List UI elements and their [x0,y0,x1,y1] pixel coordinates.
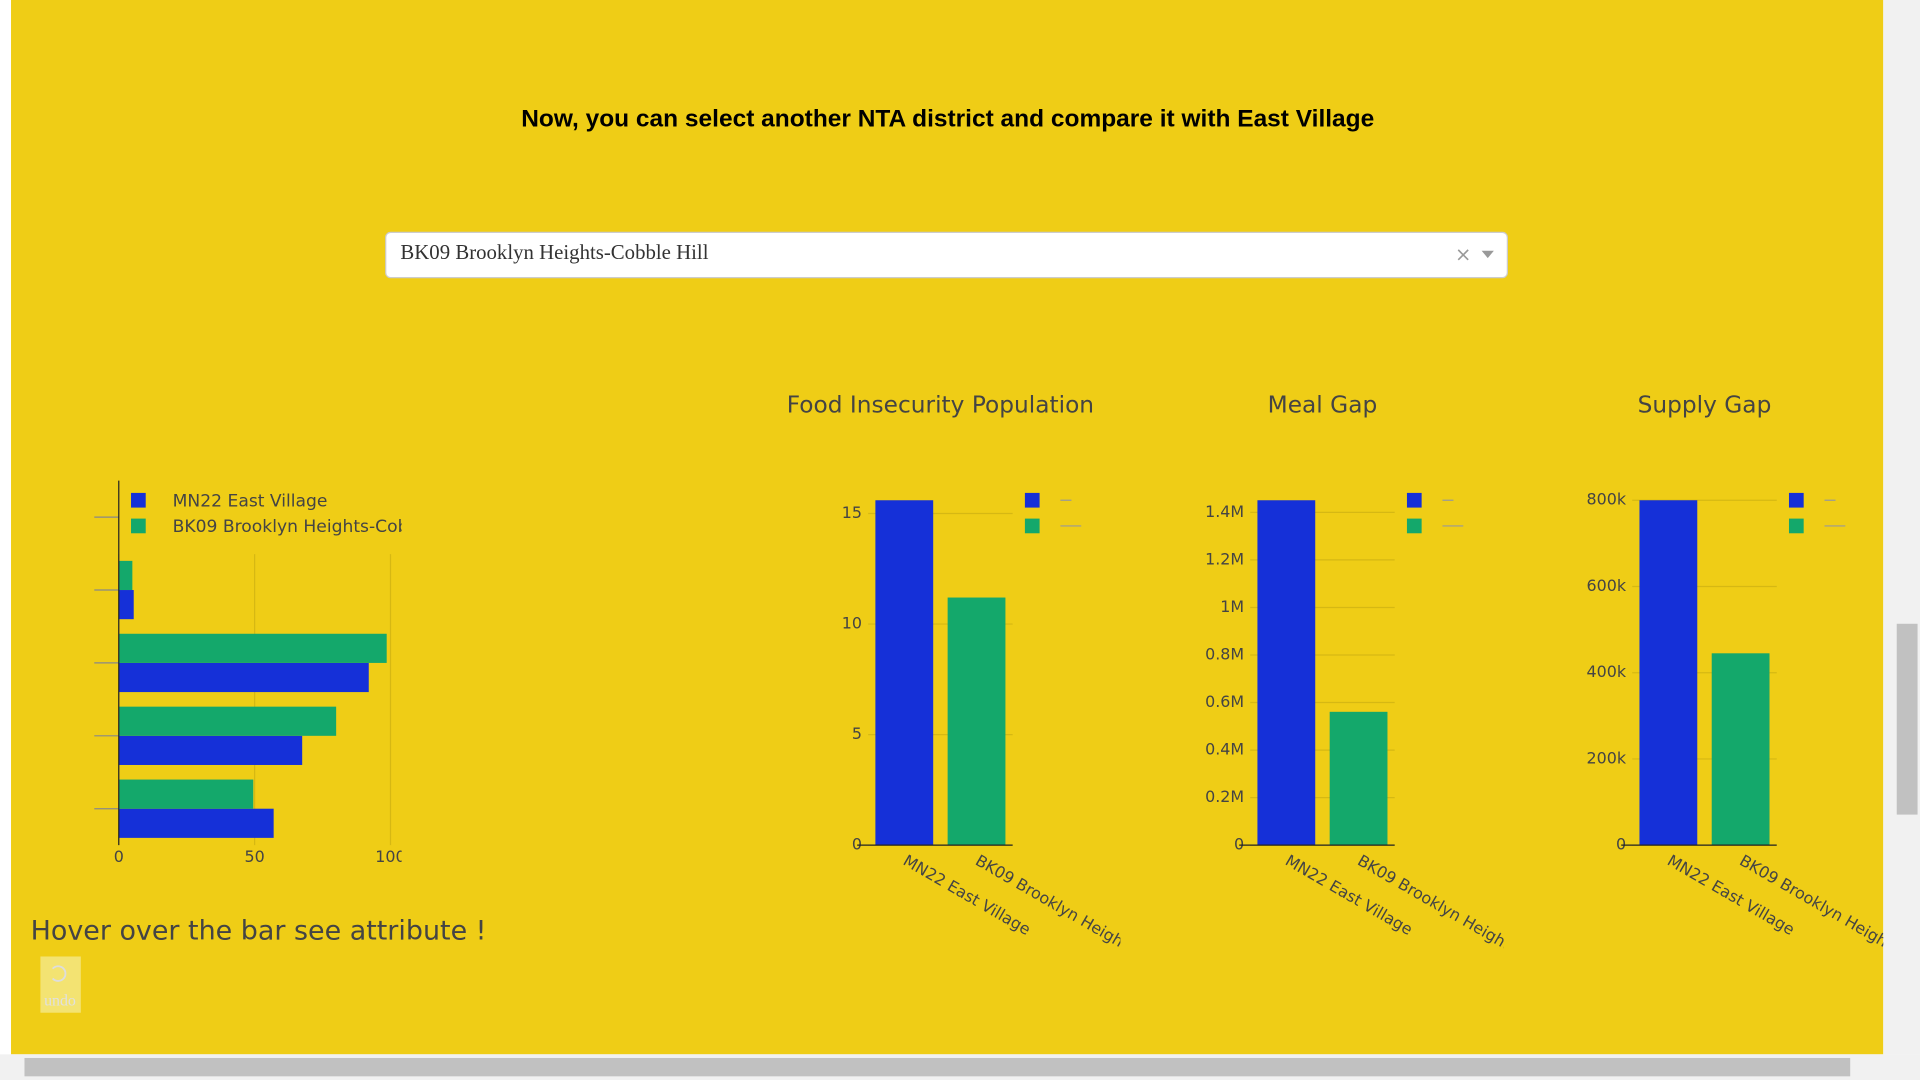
legend-swatch [1024,518,1040,534]
x-tick-label: 0 [114,847,124,866]
vertical-scrollbar[interactable] [1883,0,1920,1055]
legend-swatch [131,518,146,534]
scrollbar-thumb[interactable] [1896,623,1918,815]
dropdown-clear[interactable]: × [1455,243,1471,266]
bar [118,633,387,663]
dropdown-caret[interactable] [1481,250,1494,259]
y-tick-label: 5 [852,724,862,743]
y-tick-label: 800k [1587,490,1627,509]
y-tick-label: 1M [1220,597,1244,616]
bar [118,779,254,809]
bar [118,662,369,693]
bar [947,597,1006,846]
x-tick-label: 100 [375,847,405,866]
legend-label: MN22 East Village [173,491,328,511]
bar [118,706,337,736]
legend-swatch [1788,492,1804,508]
chart-title: Supply Gap [1638,392,1772,419]
dropdown-value: BK09 Brooklyn Heights-Cobble Hill [400,241,708,264]
y-tick-label: 10 [842,614,862,633]
bar [1711,653,1770,846]
y-tick-label: 1.4M [1205,502,1244,521]
chart-title: Food Insecurity Population [787,392,1094,419]
district-dropdown[interactable] [385,231,1508,279]
page-title: Now, you can select another NTA district… [521,105,1374,132]
y-tick-label: 0.4M [1205,740,1244,759]
bar [1257,500,1316,846]
y-tick-label: 200k [1587,748,1627,767]
legend-swatch [1788,518,1804,534]
y-tick-label: 600k [1587,576,1627,595]
hover-hint: Hover over the bar see attribute ! [31,916,487,947]
y-tick-label: 400k [1587,662,1627,681]
y-tick-label: 0 [1234,835,1244,854]
legend-swatch [1406,492,1422,508]
app-background [11,0,1884,1055]
bar [118,735,303,765]
bar [1329,711,1388,846]
y-tick-label: 1.2M [1205,549,1244,568]
chart-title: Meal Gap [1268,392,1378,419]
undo-label: undo [44,992,76,1009]
y-tick-label: 0 [852,835,862,854]
legend-swatch [1406,518,1422,534]
y-tick-label: 0.6M [1205,692,1244,711]
bar [1639,500,1698,846]
y-tick-label: 15 [842,503,862,522]
undo-icon [51,965,67,982]
y-tick-label: 0.8M [1205,645,1244,664]
bar [118,560,133,591]
y-tick-label: 0 [1616,835,1626,854]
x-tick-label: 50 [245,847,265,866]
legend-swatch [131,492,146,508]
y-tick-label: 0.2M [1205,787,1244,806]
bar [875,500,934,846]
legend-swatch [1024,492,1040,508]
chart: 0 50 100 MN22 East Village BK09 Brooklyn Hei… [94,480,468,866]
bar [118,808,274,838]
legend-label: BK09 Brooklyn Heights-Cobble Hill [173,517,468,537]
bar [118,590,134,620]
scrollbar-thumb[interactable] [24,1057,1851,1077]
